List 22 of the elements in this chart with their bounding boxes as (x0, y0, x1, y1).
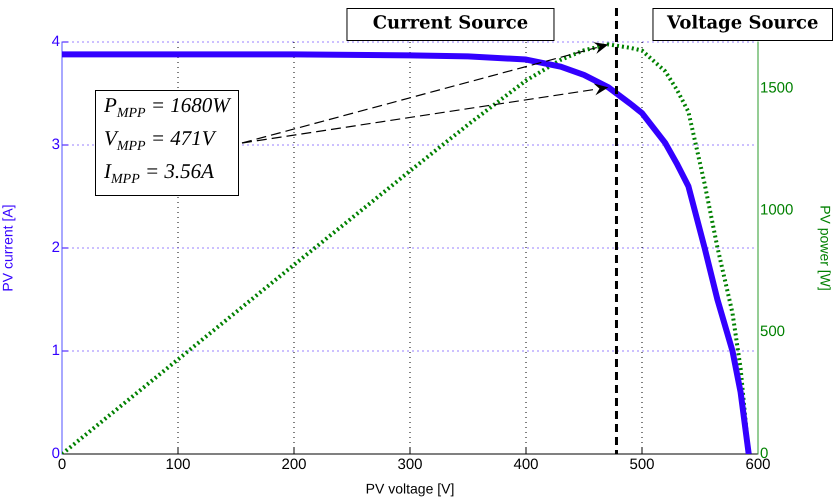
y-tick-label: 2 (52, 239, 60, 256)
annotation: P$_{MPP}$ = 1680W (104, 93, 230, 124)
x-tick-label: 200 (281, 456, 307, 474)
x-tick-label: 400 (513, 456, 539, 474)
text: Current Source (372, 12, 528, 34)
y2-axis-title: PV power [W] (818, 205, 833, 291)
y-tick-label: 1 (52, 342, 60, 360)
y-tick-label: 0 (52, 445, 60, 462)
x-axis-title: PV voltage [V] (366, 480, 454, 496)
y-tick-label: 3 (52, 136, 60, 154)
y2-tick-label: 500 (760, 323, 786, 340)
y-axis-title: PV current [A] (0, 204, 16, 292)
x-tick-label: 100 (165, 456, 191, 474)
text-box: P$_{MPP}$ = 1680W V$_{MPP}$ = 471V I$_{MPP}$ = 3.56A (95, 90, 239, 196)
x-tick-label: 300 (397, 456, 423, 474)
y2-tick-label: 1500 (760, 79, 794, 96)
y2-tick-label: 1000 (760, 201, 794, 218)
annotation: I$_{MPP}$ = 3.56A (104, 159, 216, 190)
annotation: V$_{MPP}$ = 471V (104, 126, 218, 156)
x-tick-label: 500 (629, 456, 655, 474)
text: Voltage Source (666, 12, 818, 34)
y-tick-label: 4 (52, 33, 60, 50)
